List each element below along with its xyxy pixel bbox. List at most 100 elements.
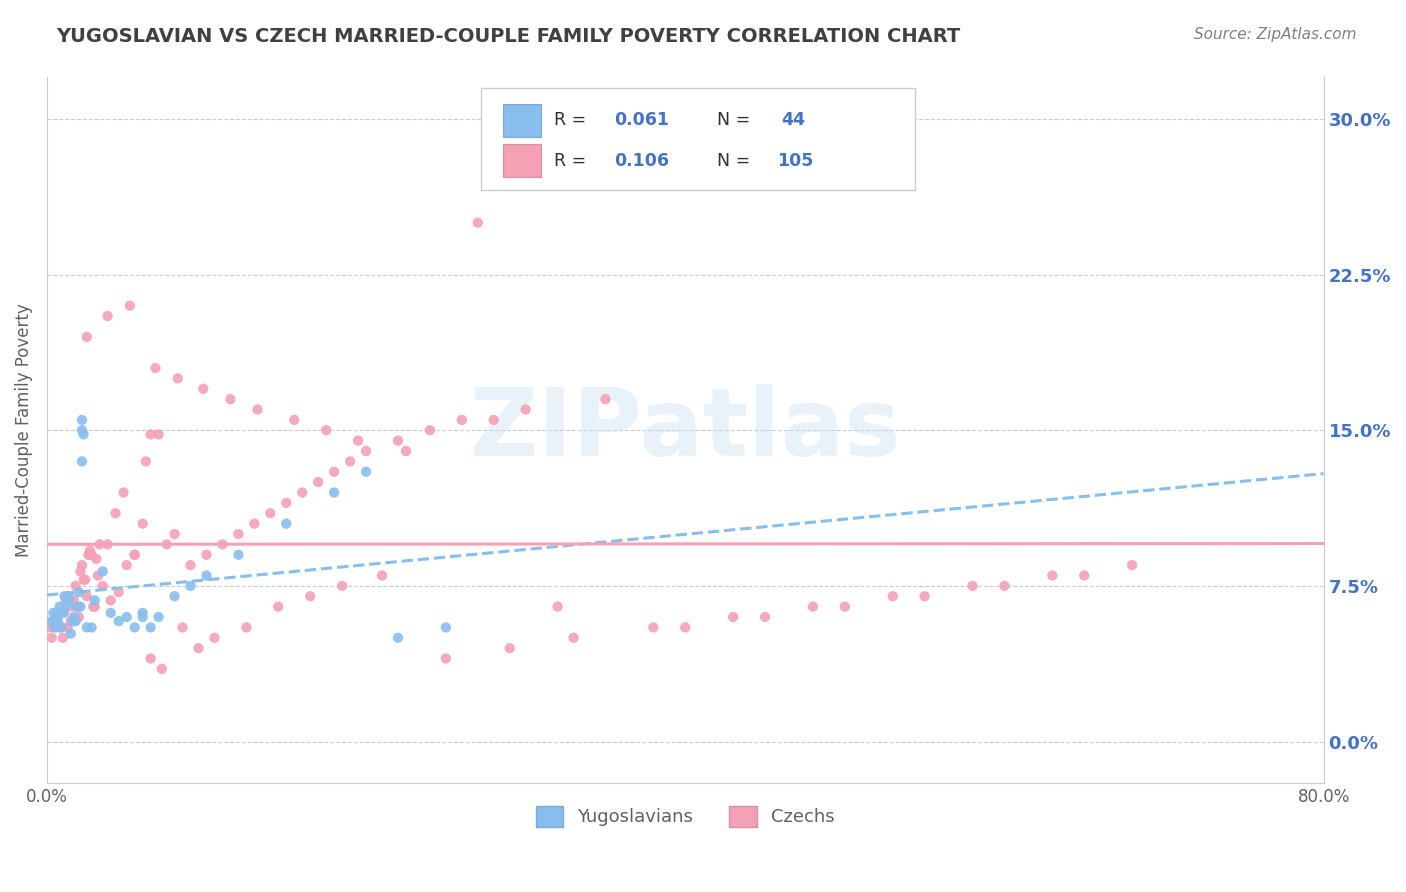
Point (131, 610, 153, 624)
Point (139, 427, 162, 442)
Point (148, 610, 170, 624)
Text: ZIPatlas: ZIPatlas (470, 384, 901, 476)
Point (63, 610, 86, 624)
Text: 0.106: 0.106 (614, 152, 669, 169)
Point (69, 565, 91, 579)
Point (76, 620, 98, 634)
Text: YUGOSLAVIAN VS CZECH MARRIED-COUPLE FAMILY POVERTY CORRELATION CHART: YUGOSLAVIAN VS CZECH MARRIED-COUPLE FAMI… (56, 27, 960, 45)
Point (419, 423, 441, 437)
Point (79, 543, 101, 558)
Point (962, 579, 984, 593)
Point (395, 444, 418, 458)
Point (259, 506, 281, 520)
Point (112, 485, 135, 500)
Point (70, 413, 93, 427)
Point (53, 589, 76, 603)
Point (276, 496, 298, 510)
Point (66, 599, 89, 614)
Point (51, 620, 73, 634)
Text: N =: N = (717, 152, 756, 169)
Point (801, 599, 824, 614)
Point (754, 610, 776, 624)
Point (72, 427, 94, 442)
Point (721, 610, 744, 624)
Point (124, 548, 146, 562)
Point (87, 568, 110, 582)
Point (434, 620, 457, 634)
Text: N =: N = (717, 112, 756, 129)
Point (323, 465, 346, 479)
Point (299, 589, 322, 603)
Point (42, 606, 65, 620)
Point (1121, 558, 1143, 573)
Point (52, 631, 75, 645)
Point (58, 593, 80, 607)
Point (135, 454, 157, 468)
Point (55, 593, 77, 607)
Point (53, 606, 76, 620)
Point (155, 537, 177, 551)
Point (80, 548, 103, 562)
Point (62, 599, 84, 614)
Point (434, 651, 457, 665)
Point (145, 361, 167, 376)
Point (1040, 568, 1063, 582)
Point (246, 402, 269, 417)
Point (115, 610, 138, 624)
Point (195, 548, 218, 562)
Point (387, 631, 409, 645)
Point (96, 537, 118, 551)
Point (307, 475, 329, 490)
Point (163, 589, 186, 603)
Point (882, 589, 904, 603)
Point (100, 593, 122, 607)
Text: 105: 105 (778, 152, 814, 169)
Point (45, 610, 67, 624)
Point (58, 589, 80, 603)
Point (62, 614, 84, 628)
Point (46, 614, 69, 628)
Text: 44: 44 (780, 112, 806, 129)
Point (63, 593, 86, 607)
Point (347, 434, 370, 448)
Point (67, 610, 90, 624)
Point (187, 641, 209, 656)
Point (354, 465, 377, 479)
Point (91, 579, 114, 593)
Point (70, 454, 93, 468)
Text: R =: R = (554, 152, 592, 169)
Point (80, 620, 103, 634)
Point (834, 599, 856, 614)
Point (104, 506, 127, 520)
Point (354, 444, 377, 458)
Point (166, 371, 188, 385)
Point (235, 620, 257, 634)
Point (195, 568, 218, 582)
Point (59, 614, 82, 628)
Point (387, 434, 409, 448)
Point (291, 485, 314, 500)
Point (1073, 568, 1095, 582)
Point (65, 579, 87, 593)
Point (150, 662, 173, 676)
Point (499, 641, 522, 656)
Point (51, 620, 73, 634)
Point (67, 585, 90, 599)
Point (55, 599, 77, 614)
Point (89, 537, 111, 551)
Point (76, 589, 98, 603)
Point (77, 548, 100, 562)
Point (107, 614, 129, 628)
Point (72, 573, 94, 587)
Point (86, 552, 108, 566)
Point (914, 589, 936, 603)
Point (315, 423, 337, 437)
Point (59, 626, 82, 640)
Point (83, 599, 105, 614)
Point (69, 599, 91, 614)
Point (276, 516, 298, 531)
Point (219, 392, 242, 406)
Point (204, 631, 226, 645)
Point (115, 558, 138, 573)
Point (70, 558, 93, 573)
